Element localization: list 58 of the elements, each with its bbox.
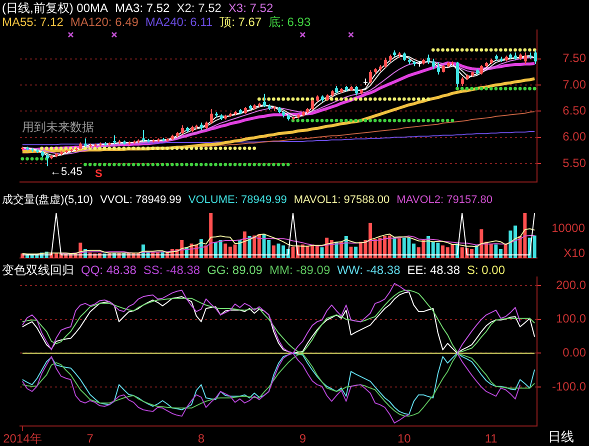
candlestick: [432, 58, 435, 70]
y-tick-label: 7.00: [562, 77, 586, 92]
text: VVOL: 78949.99: [100, 193, 182, 207]
x-tick-label: 11: [484, 432, 498, 446]
candlestick: [355, 86, 358, 96]
candlestick: [369, 70, 372, 84]
candlestick: [311, 99, 314, 111]
x-tick-label: 8: [198, 432, 205, 446]
annotation: 用到未来数据: [22, 120, 94, 134]
text: 顶: 7.67: [220, 15, 262, 29]
text: X10: [564, 246, 585, 260]
candlestick: [524, 52, 527, 65]
candlestick: [384, 57, 387, 68]
y-tick-label: 6.50: [562, 103, 586, 118]
text: 10000: [552, 221, 585, 236]
annotation: S: [95, 168, 102, 180]
bar: [272, 245, 276, 258]
chart-title: 变色双线回归: [2, 263, 74, 277]
candlestick: [480, 64, 483, 75]
text: MA55: 7.12: [2, 15, 64, 29]
candlestick: [437, 62, 440, 75]
text: S: 0.00: [467, 263, 506, 277]
y-tick-label: 5.50: [562, 156, 586, 170]
text: MM: -89.09: [269, 263, 330, 277]
x-tick-label: 7: [86, 432, 94, 446]
series-label: VOLUME: 78949.99: [188, 193, 287, 207]
text: X3: 7.52: [228, 1, 274, 15]
text: MAVOL2: 79157.80: [396, 193, 492, 207]
x-tick-label: 9: [299, 432, 306, 446]
chart-title: (日线,前复权) 00MA: [2, 1, 108, 15]
text: X2: 7.52: [176, 1, 222, 15]
y-tick-label: 200.0: [556, 278, 586, 292]
text: SS: -48.38: [143, 263, 200, 277]
y-tick-label: 0.00: [562, 346, 586, 360]
candlestick: [427, 54, 430, 65]
text: 底: 6.93: [268, 15, 311, 29]
candlestick: [210, 108, 213, 124]
y-tick-label: 7.50: [562, 51, 586, 66]
text: MA240: 6.11: [145, 15, 213, 29]
bar: [392, 237, 396, 258]
chart-title: 成交量(盘虚)(5,10): [2, 193, 94, 207]
y-tick-label: 100.0: [556, 312, 586, 326]
series-label: EE: 48.38: [407, 263, 460, 277]
x-tick-label: 2014年: [3, 432, 42, 446]
y-tick-label: -100.0: [552, 379, 586, 394]
text: GG: 89.09: [207, 263, 262, 277]
x-tick-label: 10: [397, 432, 412, 446]
text: 日线: [548, 429, 574, 444]
text: MA3: 7.52: [115, 1, 170, 15]
text: MA120: 6.49: [70, 15, 138, 29]
bar: [320, 247, 324, 258]
series-label: QQ: 48.38: [81, 263, 136, 277]
y-tick-label: 6.00: [562, 130, 586, 144]
text: MAVOL1: 97588.00: [294, 193, 390, 207]
bar: [398, 238, 402, 258]
candlestick: [142, 129, 145, 142]
annotation: ←5.45: [50, 166, 82, 178]
text: WW: -48.38: [337, 263, 400, 277]
